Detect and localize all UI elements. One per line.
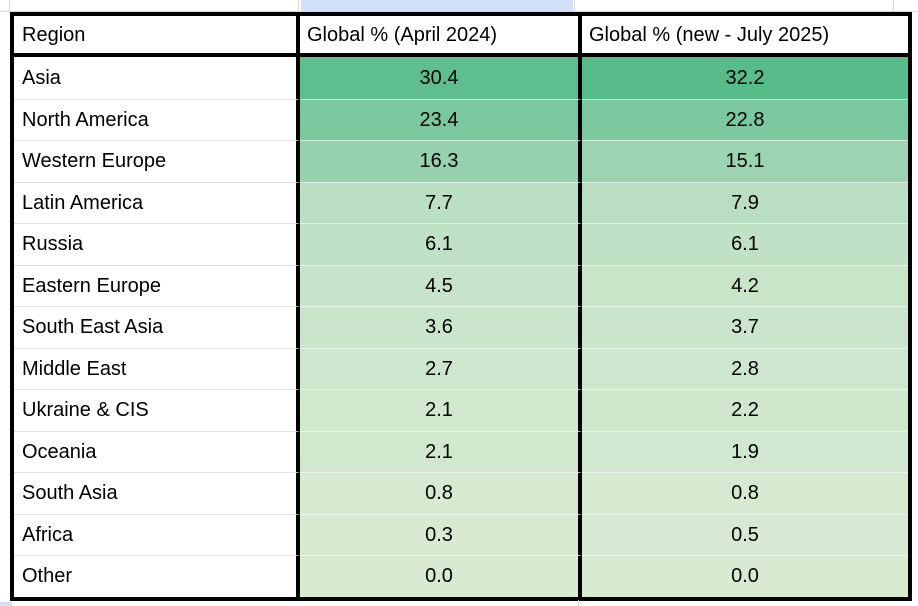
- gridline: [574, 0, 575, 11]
- cell-region[interactable]: North America: [14, 98, 300, 140]
- cell-april-2024[interactable]: 7.7: [300, 181, 582, 223]
- table-row: Russia 6.1 6.1: [14, 223, 908, 265]
- cell-april-2024[interactable]: 23.4: [300, 98, 582, 140]
- cell-april-2024[interactable]: 0.0: [300, 555, 582, 597]
- gridline: [893, 0, 894, 11]
- table-row: Middle East 2.7 2.8: [14, 347, 908, 389]
- cell-july-2025[interactable]: 6.1: [582, 223, 908, 265]
- cell-region[interactable]: South Asia: [14, 472, 300, 514]
- region-share-table: Region Global % (April 2024) Global % (n…: [10, 12, 912, 601]
- cell-july-2025[interactable]: 2.2: [582, 389, 908, 431]
- table-row: Western Europe 16.3 15.1: [14, 140, 908, 182]
- header-april-2024[interactable]: Global % (April 2024): [300, 16, 582, 53]
- gridline: [298, 0, 299, 11]
- cell-region[interactable]: Latin America: [14, 181, 300, 223]
- cell-april-2024[interactable]: 16.3: [300, 140, 582, 182]
- cell-region[interactable]: Africa: [14, 513, 300, 555]
- cell-april-2024[interactable]: 6.1: [300, 223, 582, 265]
- highlighted-cell-above-table[interactable]: [301, 0, 573, 11]
- cell-region[interactable]: Russia: [14, 223, 300, 265]
- table-row: South East Asia 3.6 3.7: [14, 306, 908, 348]
- cell-region[interactable]: Asia: [14, 57, 300, 99]
- table-row: North America 23.4 22.8: [14, 98, 908, 140]
- table-row: Eastern Europe 4.5 4.2: [14, 264, 908, 306]
- cell-region[interactable]: Eastern Europe: [14, 264, 300, 306]
- cell-july-2025[interactable]: 15.1: [582, 140, 908, 182]
- cell-april-2024[interactable]: 4.5: [300, 264, 582, 306]
- cell-april-2024[interactable]: 3.6: [300, 306, 582, 348]
- cell-april-2024[interactable]: 0.3: [300, 513, 582, 555]
- partial-cell-highlight: [0, 602, 12, 606]
- gridline: [0, 11, 918, 12]
- table-row: Africa 0.3 0.5: [14, 513, 908, 555]
- cell-july-2025[interactable]: 0.0: [582, 555, 908, 597]
- table-row: Asia 30.4 32.2: [14, 57, 908, 99]
- cell-region[interactable]: Middle East: [14, 347, 300, 389]
- table-row: Ukraine & CIS 2.1 2.2: [14, 389, 908, 431]
- cell-region[interactable]: Ukraine & CIS: [14, 389, 300, 431]
- gridline: [578, 600, 579, 606]
- cell-region[interactable]: Other: [14, 555, 300, 597]
- cell-july-2025[interactable]: 3.7: [582, 306, 908, 348]
- cell-july-2025[interactable]: 4.2: [582, 264, 908, 306]
- cell-july-2025[interactable]: 2.8: [582, 347, 908, 389]
- cell-july-2025[interactable]: 22.8: [582, 98, 908, 140]
- cell-july-2025[interactable]: 32.2: [582, 57, 908, 99]
- cell-april-2024[interactable]: 0.8: [300, 472, 582, 514]
- table-body: Asia 30.4 32.2 North America 23.4 22.8 W…: [14, 57, 908, 597]
- table-row: Latin America 7.7 7.9: [14, 181, 908, 223]
- header-region[interactable]: Region: [14, 16, 300, 53]
- header-july-2025[interactable]: Global % (new - July 2025): [589, 23, 830, 46]
- gridline: [9, 0, 10, 11]
- cell-region[interactable]: Oceania: [14, 430, 300, 472]
- table-row: Other 0.0 0.0: [14, 555, 908, 597]
- cell-july-2025[interactable]: 0.8: [582, 472, 908, 514]
- cell-july-2025[interactable]: 1.9: [582, 430, 908, 472]
- cell-july-2025[interactable]: 7.9: [582, 181, 908, 223]
- cell-april-2024[interactable]: 30.4: [300, 57, 582, 99]
- cell-july-2025[interactable]: 0.5: [582, 513, 908, 555]
- cell-april-2024[interactable]: 2.1: [300, 389, 582, 431]
- table-row: South Asia 0.8 0.8: [14, 472, 908, 514]
- cell-region[interactable]: Western Europe: [14, 140, 300, 182]
- cell-april-2024[interactable]: 2.1: [300, 430, 582, 472]
- table-row: Oceania 2.1 1.9: [14, 430, 908, 472]
- cell-april-2024[interactable]: 2.7: [300, 347, 582, 389]
- header-row: Region Global % (April 2024) Global % (n…: [14, 16, 908, 57]
- cell-region[interactable]: South East Asia: [14, 306, 300, 348]
- row-above-table: [0, 0, 918, 12]
